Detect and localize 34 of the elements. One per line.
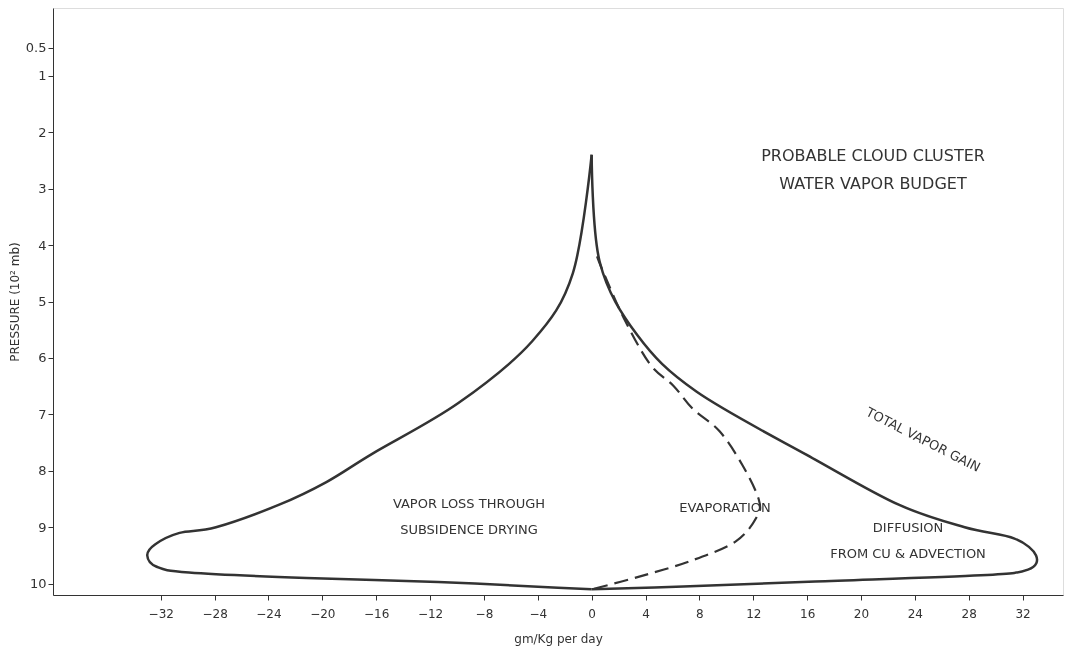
x-tick-label: 12 bbox=[746, 606, 762, 621]
text: PROBABLE CLOUD CLUSTER WATER VAPOR BUDGET bbox=[761, 146, 985, 193]
y-tick-label: 3 bbox=[38, 181, 47, 197]
x-tick-label: 24 bbox=[907, 606, 924, 621]
y-tick-label: 2 bbox=[38, 124, 47, 140]
x-tick-label: −28 bbox=[202, 606, 228, 621]
annotation: VAPOR LOSS THROUGH SUBSIDENCE DRYING bbox=[392, 496, 546, 537]
y-tick-label: 9 bbox=[38, 519, 47, 535]
x-tick-label: −20 bbox=[310, 606, 336, 621]
y-tick-label: 5 bbox=[38, 294, 47, 309]
y-tick-label: 6 bbox=[38, 350, 47, 366]
x-tick-label: 32 bbox=[1015, 606, 1031, 621]
x-tick-label: −16 bbox=[364, 606, 390, 621]
y-axis-title: PRESSURE (10² mb) bbox=[7, 242, 22, 362]
y-tick-label: 8 bbox=[38, 463, 47, 479]
x-tick-label: 16 bbox=[799, 606, 816, 621]
x-tick-label: 20 bbox=[853, 606, 870, 621]
x-tick-label: −32 bbox=[148, 606, 174, 621]
annotation: EVAPORATION bbox=[679, 500, 771, 515]
x-axis-title: gm/Kg per day bbox=[514, 631, 603, 646]
y-tick-label: 4 bbox=[38, 237, 47, 253]
x-tick-label: −4 bbox=[529, 606, 548, 621]
x-tick-label: −8 bbox=[475, 606, 494, 621]
x-tick-label: 4 bbox=[642, 606, 650, 621]
y-tick-label: 10 bbox=[29, 576, 47, 592]
x-tick-label: 0 bbox=[588, 606, 596, 621]
x-tick-label: −24 bbox=[256, 606, 282, 621]
x-tick-label: 8 bbox=[696, 606, 704, 621]
y-tick-label: 7 bbox=[38, 406, 47, 422]
y-tick-label: 1 bbox=[38, 68, 47, 84]
x-tick-label: 28 bbox=[961, 606, 977, 621]
annotation: DIFFUSION FROM CU & ADVECTION bbox=[830, 520, 986, 561]
y-tick-label: 0.5 bbox=[25, 40, 47, 56]
x-tick-label: −12 bbox=[417, 606, 444, 621]
